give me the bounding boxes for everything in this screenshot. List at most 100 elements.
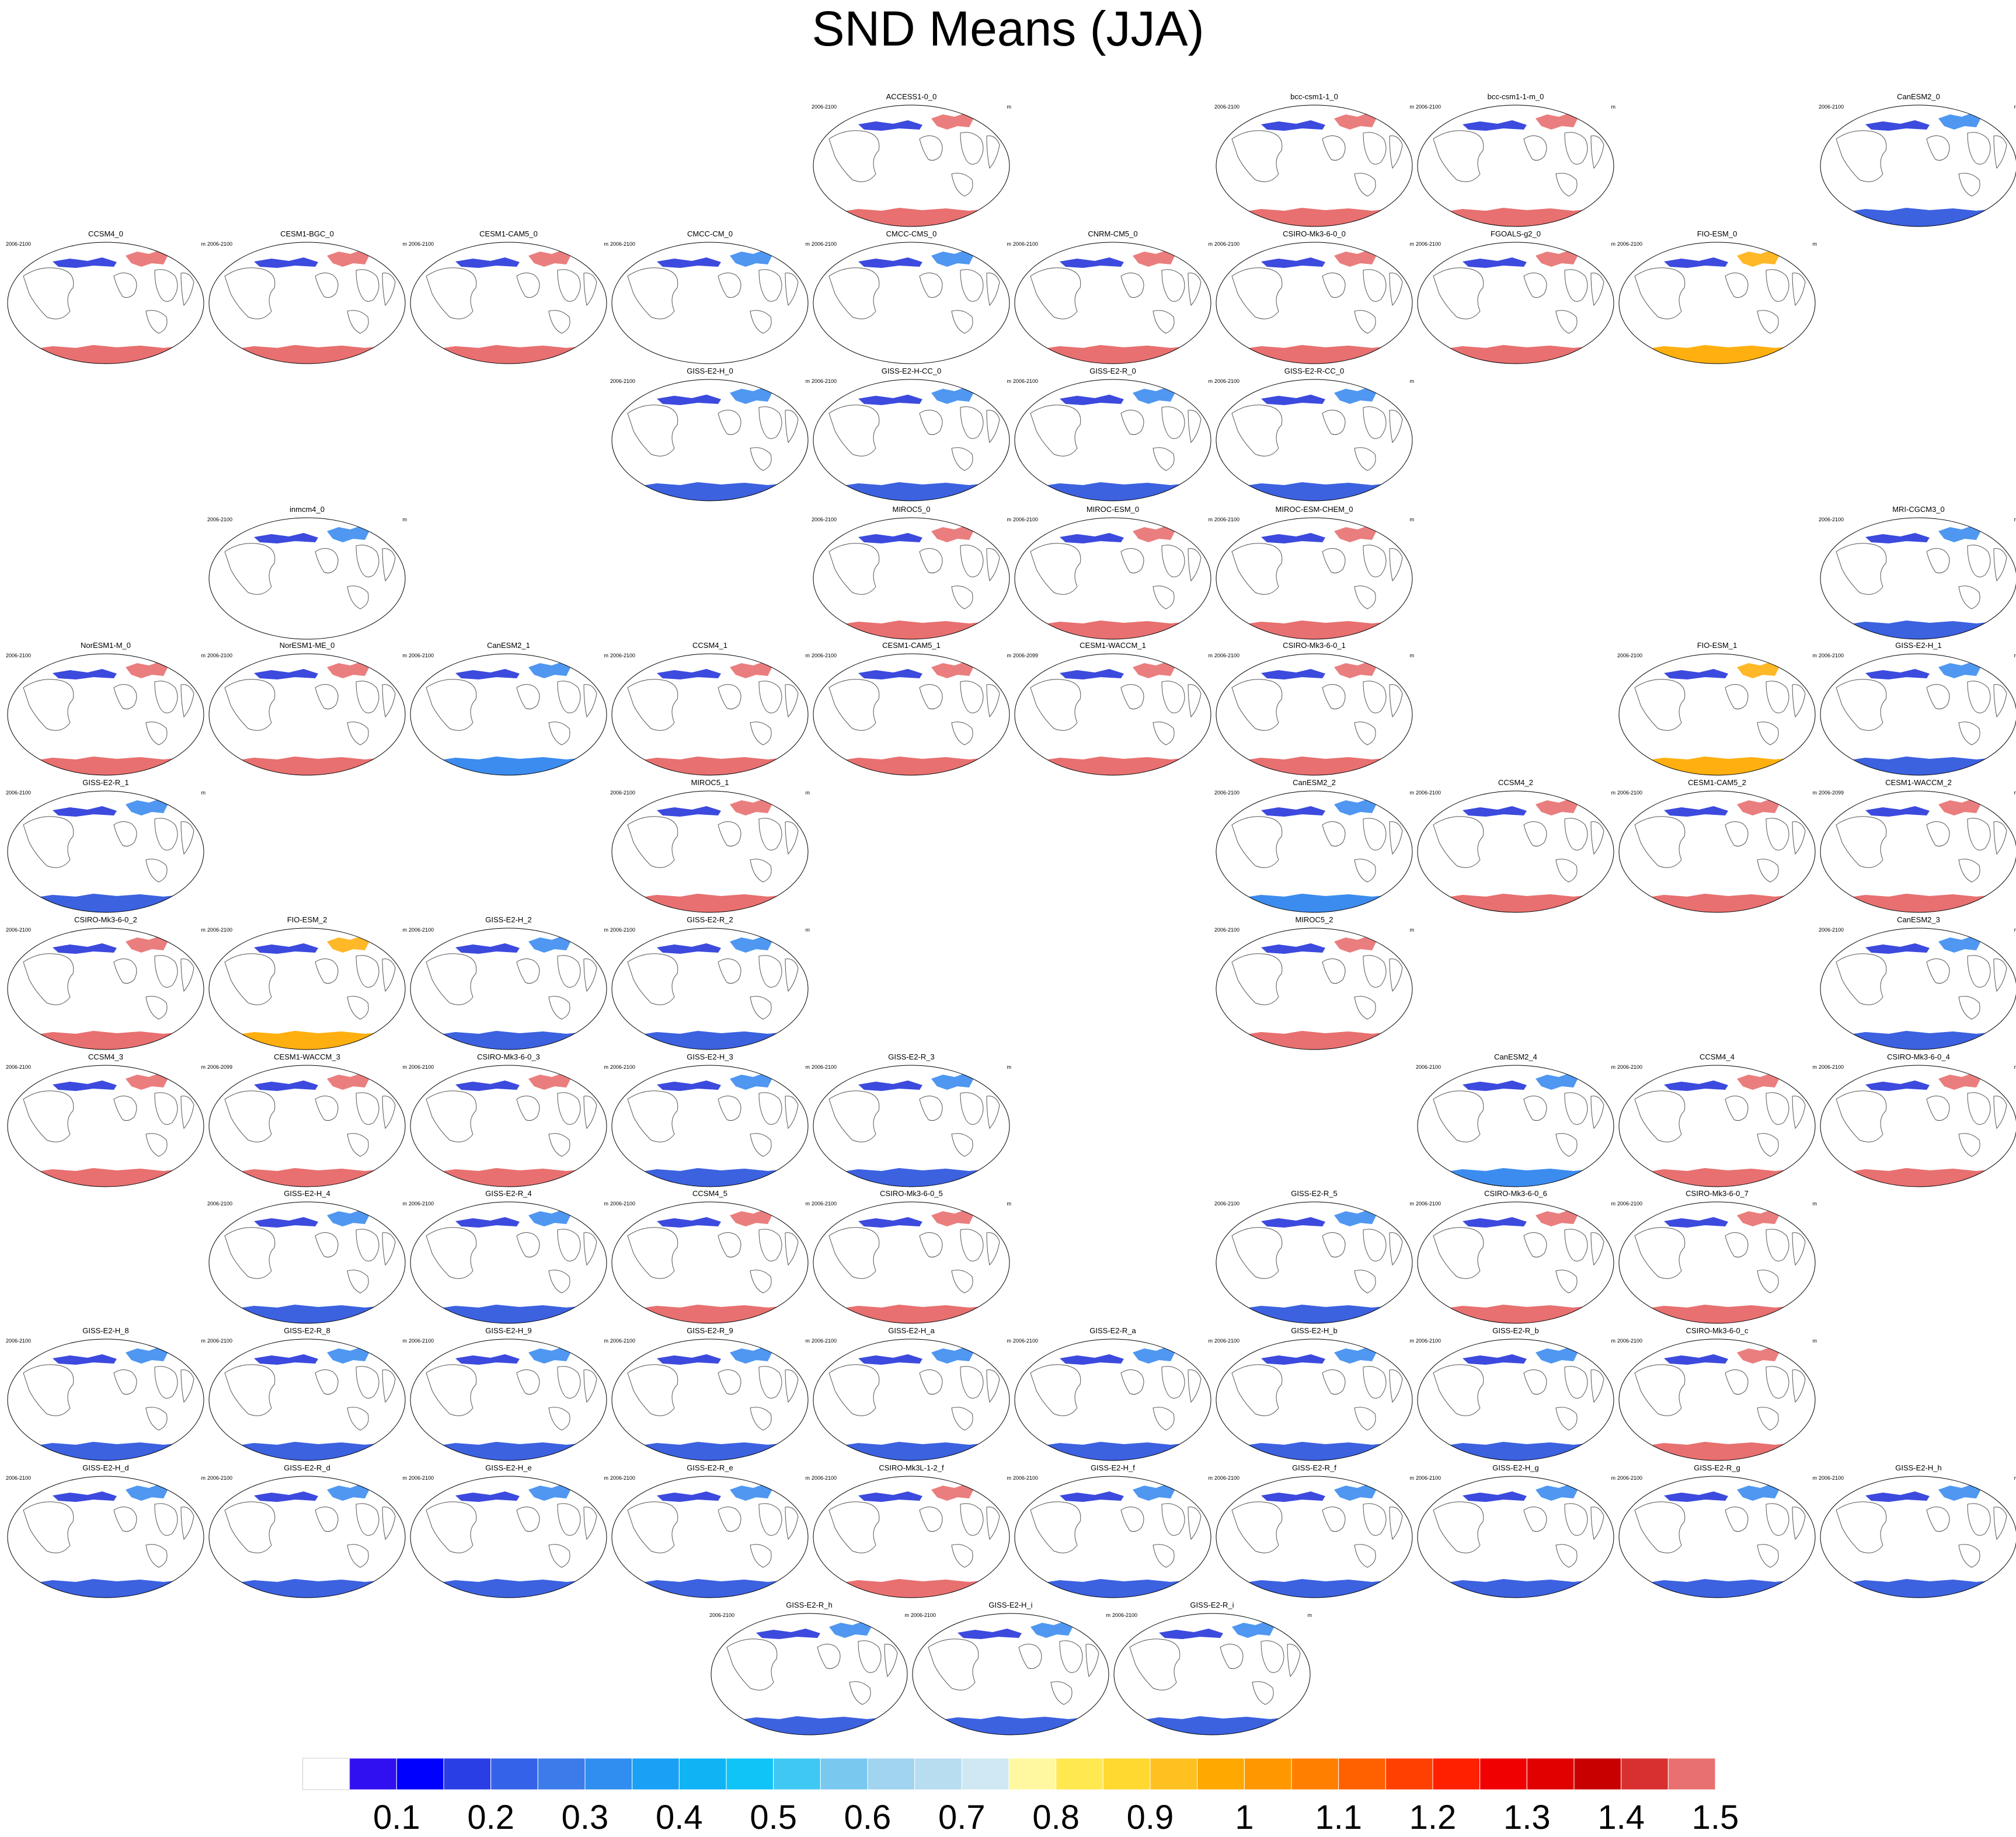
colorbar-swatches	[302, 1757, 1715, 1792]
colorbar-tick-label: 1.3	[1503, 1798, 1551, 1837]
panel-period: 2006-2100	[6, 241, 31, 247]
panel-period: 2006-2100	[409, 1201, 434, 1207]
panel-units: m	[604, 241, 609, 247]
panel-title: GISS-E2-R_9	[610, 1326, 810, 1335]
antarctic-snow-depth	[29, 1579, 193, 1599]
panel-units: m	[201, 1064, 206, 1070]
antarctic-snow-depth	[231, 757, 394, 776]
panel-units: m	[1410, 927, 1415, 933]
antarctic-snow-depth	[432, 345, 596, 365]
panel-title: CESM1-CAM5_2	[1617, 778, 1817, 787]
panel-title: CanESM2_1	[409, 641, 608, 650]
panel-title: GISS-E2-R_g	[1617, 1463, 1817, 1472]
panel-title: CSIRO-Mk3-6-0_3	[409, 1052, 608, 1061]
panel-units: m	[201, 790, 206, 796]
panel-period: 2006-2100	[911, 1612, 936, 1618]
panel-units: m	[1308, 1612, 1312, 1618]
antarctic-snow-depth	[432, 757, 596, 776]
antarctic-snow-depth	[1439, 1305, 1603, 1324]
panel-period: 2006-2100	[1819, 1475, 1844, 1481]
panel-units: m	[1410, 1338, 1415, 1344]
colorbar-swatch	[444, 1758, 491, 1790]
antarctic-snow-depth	[1842, 1031, 2005, 1051]
map-globe	[1617, 1338, 1817, 1462]
map-globe	[1819, 790, 2016, 914]
colorbar-swatch	[396, 1758, 444, 1790]
map-globe	[207, 1064, 407, 1188]
figure-title: SND Means (JJA)	[0, 0, 2016, 61]
map-globe	[1214, 790, 1414, 914]
panel-period: 2006-2100	[1819, 653, 1844, 658]
panel-period: 2006-2100	[6, 1338, 31, 1344]
colorbar-swatch	[302, 1758, 350, 1790]
panel-units: m	[806, 1338, 810, 1344]
colorbar-swatch	[1009, 1758, 1056, 1790]
panel-period: 2006-2099	[207, 1064, 232, 1070]
panel-units: m	[1007, 241, 1012, 247]
panel-title: FIO-ESM_2	[207, 915, 407, 924]
panel-units: m	[1007, 378, 1012, 384]
map-globe	[6, 927, 206, 1051]
colorbar-swatch	[679, 1758, 726, 1790]
panel-title: CMCC-CMS_0	[812, 229, 1011, 238]
antarctic-snow-depth	[1238, 345, 1401, 365]
panel-title: GISS-E2-H_f	[1013, 1463, 1213, 1472]
panel-period: 2006-2100	[1214, 790, 1239, 796]
panel-title: CCSM4_5	[610, 1189, 810, 1198]
panel-title: GISS-E2-R_i	[1112, 1601, 1312, 1609]
colorbar-swatch	[820, 1758, 868, 1790]
map-globe	[409, 927, 608, 1051]
map-globe	[207, 1201, 407, 1324]
panel-title: NorESM1-M_0	[6, 641, 206, 650]
panel-units: m	[201, 1475, 206, 1481]
panel-period: 2006-2100	[1013, 378, 1038, 384]
panel-units: m	[1813, 1201, 1817, 1207]
map-globe	[6, 790, 206, 914]
antarctic-snow-depth	[1238, 208, 1401, 228]
antarctic-snow-depth	[1238, 894, 1401, 914]
panel-title: GISS-E2-R_f	[1214, 1463, 1414, 1472]
antarctic-snow-depth	[1641, 1442, 1804, 1462]
map-globe	[610, 653, 810, 776]
panel-title: CanESM2_2	[1214, 778, 1414, 787]
panel-units: m	[201, 1338, 206, 1344]
colorbar-swatch	[1197, 1758, 1245, 1790]
panel-units: m	[403, 517, 408, 522]
panel-units: m	[2014, 1475, 2016, 1481]
panel-period: 2006-2100	[207, 1201, 232, 1207]
panel-units: m	[1209, 1338, 1213, 1344]
panel-units: m	[1611, 104, 1616, 110]
panel-title: CSIRO-Mk3-6-0_7	[1617, 1189, 1817, 1198]
panel-title: bcc-csm1-1_0	[1214, 92, 1414, 101]
panel-units: m	[403, 927, 408, 933]
panel-units: m	[1813, 790, 1817, 796]
map-globe	[812, 104, 1011, 228]
panel-title: MRI-CGCM3_0	[1819, 505, 2016, 514]
map-globe	[1617, 1475, 1817, 1599]
colorbar-tick-label: 0.6	[844, 1798, 892, 1837]
colorbar-swatch	[1291, 1758, 1339, 1790]
panel-title: GISS-E2-R_b	[1416, 1326, 1615, 1335]
panel-title: CNRM-CM5_0	[1013, 229, 1213, 238]
map-globe	[1112, 1612, 1312, 1736]
